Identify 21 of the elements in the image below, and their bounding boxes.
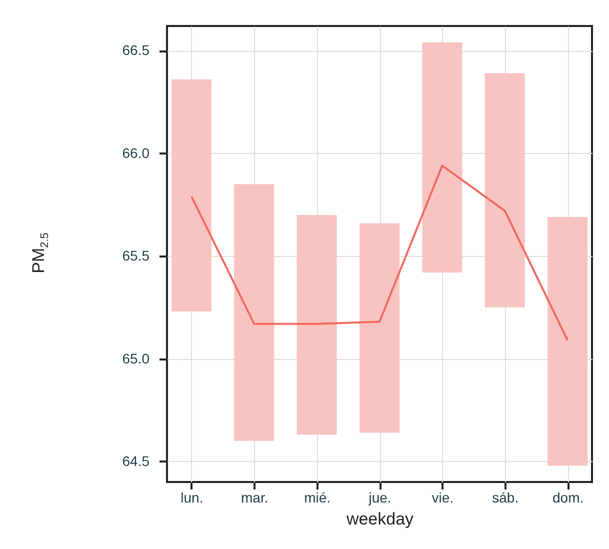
y-tick-label: 65.0 bbox=[122, 350, 150, 366]
x-axis-title: weekday bbox=[345, 510, 414, 528]
bar bbox=[296, 214, 337, 435]
x-tick-label: mar. bbox=[241, 490, 268, 506]
y-tick-label: 66.0 bbox=[122, 144, 150, 161]
bar bbox=[360, 223, 400, 433]
x-tick-label: lun. bbox=[180, 490, 204, 506]
x-tick-label: mié. bbox=[304, 490, 331, 506]
x-tick-label: sáb. bbox=[492, 490, 519, 506]
bar bbox=[171, 79, 212, 312]
x-tick-label: dom. bbox=[552, 490, 584, 506]
line-series bbox=[190, 164, 569, 342]
y-tick-label: 66.5 bbox=[122, 42, 150, 58]
y-tick-label: 64.5 bbox=[122, 452, 150, 469]
x-tick-label: jue. bbox=[368, 490, 392, 506]
bar bbox=[234, 184, 274, 441]
bar bbox=[484, 73, 525, 308]
bar bbox=[548, 217, 588, 466]
bar bbox=[422, 42, 462, 272]
x-tick-label: vie. bbox=[432, 490, 454, 506]
y-tick-label: 65.5 bbox=[122, 248, 150, 264]
